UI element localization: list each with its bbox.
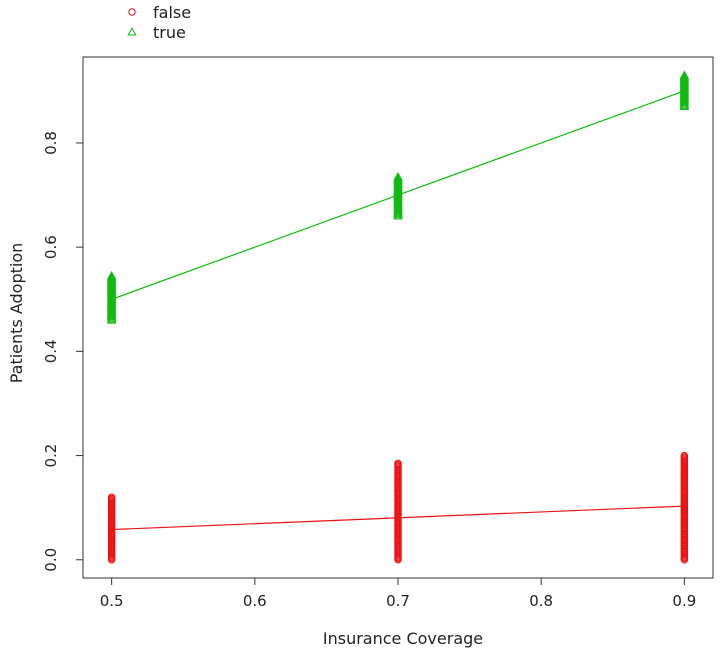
y-tick-label: 0.2 xyxy=(42,444,60,468)
point-column xyxy=(680,451,689,564)
x-tick-label: 0.8 xyxy=(529,592,553,610)
y-axis: 0.0 0.2 0.4 0.6 0.8 xyxy=(42,131,83,572)
x-axis-label: Insurance Coverage xyxy=(323,629,483,648)
data-point xyxy=(106,270,117,280)
fit-line-true xyxy=(111,90,685,300)
data-point xyxy=(679,72,690,82)
legend-item: true xyxy=(127,23,186,42)
point-column xyxy=(394,459,402,564)
data-point xyxy=(679,71,690,80)
y-tick-label: 0.8 xyxy=(42,131,60,155)
series-layer xyxy=(106,70,690,564)
x-axis: 0.5 0.6 0.7 0.8 0.9 xyxy=(100,578,696,610)
series-false xyxy=(107,451,689,564)
y-tick-label: 0.4 xyxy=(42,339,60,363)
x-tick-label: 0.9 xyxy=(672,592,696,610)
data-point xyxy=(394,459,402,468)
point-column xyxy=(107,493,116,564)
data-point xyxy=(107,493,116,501)
y-tick-label: 0.0 xyxy=(42,548,60,572)
fit-line-false xyxy=(111,505,685,531)
legend-item: false xyxy=(128,3,191,22)
x-tick-label: 0.5 xyxy=(100,592,124,610)
data-point xyxy=(393,173,403,182)
data-point xyxy=(393,172,403,181)
series-true xyxy=(106,70,690,324)
legend-label: false xyxy=(153,3,191,22)
data-point xyxy=(679,70,690,79)
legend-marker xyxy=(128,8,136,16)
y-axis-label: Patients Adoption xyxy=(7,243,26,384)
point-column xyxy=(679,70,690,111)
data-point xyxy=(106,272,117,281)
data-point xyxy=(393,174,403,183)
x-tick-label: 0.6 xyxy=(243,592,267,610)
y-tick-label: 0.6 xyxy=(42,235,60,259)
data-point xyxy=(680,451,689,460)
legend-marker xyxy=(127,27,137,36)
legend-label: true xyxy=(153,23,186,42)
x-tick-label: 0.7 xyxy=(386,592,410,610)
point-column xyxy=(106,270,117,324)
data-point xyxy=(106,273,117,282)
